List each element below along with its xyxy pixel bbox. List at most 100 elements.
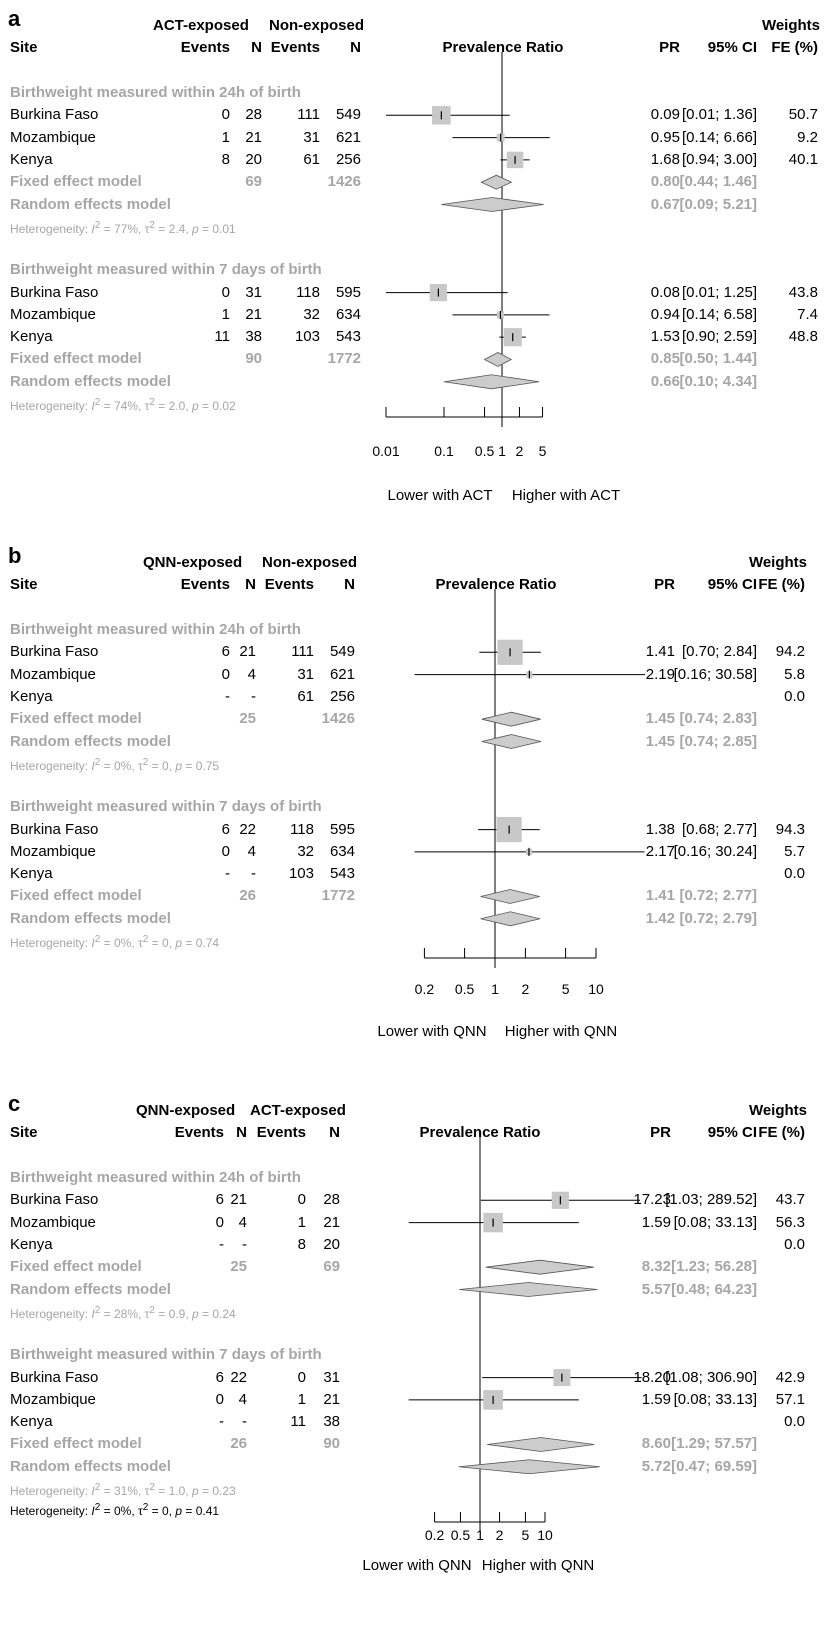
ci-header: 95% CI	[707, 1124, 757, 1141]
n2-value: 20	[323, 1235, 340, 1253]
group-header-1: ACT-exposed	[153, 17, 249, 34]
events1-value: -	[225, 687, 230, 705]
site-label: Mozambique	[10, 842, 96, 860]
heterogeneity-text: Heterogeneity: I2 = 77%, τ2 = 2.4, p = 0…	[10, 219, 236, 236]
weight-value: 57.1	[775, 1390, 805, 1408]
weight-value: 5.8	[784, 665, 805, 683]
site-label: Kenya	[10, 1413, 53, 1431]
events2-header: Events	[270, 39, 320, 56]
pr-value: 1.68	[650, 150, 680, 168]
random-ci: [0.47; 69.59]	[671, 1457, 757, 1475]
events1-header: Events	[180, 39, 230, 56]
n1-value: -	[251, 687, 256, 705]
events2-value: 31	[297, 665, 314, 683]
weight-value: 0.0	[784, 687, 805, 705]
ci-value: [0.14; 6.58]	[681, 305, 757, 323]
fixed-effect-diamond	[483, 352, 513, 367]
random-pr: 1.45	[645, 732, 675, 750]
ci-value: [0.68; 2.77]	[681, 820, 757, 838]
n2-value: 634	[335, 305, 361, 323]
fixed-n2: 90	[323, 1435, 340, 1453]
events1-value: 0	[221, 665, 230, 683]
events1-value: 1	[221, 305, 230, 323]
subgroup-title: Birthweight measured within 24h of birth	[10, 84, 301, 101]
n1-value: 28	[245, 106, 262, 124]
events2-header: Events	[256, 1124, 306, 1141]
random-effect-diamond	[458, 1459, 600, 1475]
fixed-n2: 1426	[321, 710, 355, 728]
fixed-ci: [1.29; 57.57]	[671, 1435, 757, 1453]
events2-value: 103	[288, 865, 314, 883]
x-tick-label: 0.5	[475, 443, 495, 459]
events2-value: 61	[297, 687, 314, 705]
weights-fe-header: FE (%)	[758, 1124, 805, 1141]
heterogeneity-text: Heterogeneity: I2 = 0%, τ2 = 0, p = 0.75	[10, 756, 220, 773]
fixed-model-label: Fixed effect model	[10, 1435, 142, 1453]
fixed-n2: 1426	[327, 173, 361, 191]
x-tick-label: 10	[588, 981, 604, 997]
fixed-n2: 1772	[321, 887, 355, 905]
fixed-effect-diamond	[485, 1259, 594, 1275]
n2-value: 634	[329, 842, 355, 860]
ci-value: [0.70; 2.84]	[681, 643, 757, 661]
weight-value: 94.3	[775, 820, 805, 838]
weights-header: Weights	[748, 1102, 807, 1119]
weights-fe-header: FE (%)	[771, 39, 818, 56]
fixed-effect-diamond	[487, 1437, 595, 1452]
x-tick-label: 0.1	[434, 443, 454, 459]
fixed-n2: 1772	[327, 350, 361, 368]
random-effect-diamond	[480, 911, 541, 927]
n2-header: N	[344, 576, 355, 593]
x-tick-label: 0.5	[455, 981, 475, 997]
pr-value: 18.20	[633, 1368, 671, 1386]
site-label: Mozambique	[10, 128, 96, 146]
weight-value: 94.2	[775, 643, 805, 661]
random-model-label: Random effects model	[10, 732, 171, 750]
events1-value: 0	[221, 283, 230, 301]
events1-value: -	[219, 1413, 224, 1431]
events1-value: 0	[215, 1213, 224, 1231]
pr-value: 1.59	[641, 1390, 671, 1408]
events1-value: 6	[215, 1191, 224, 1209]
random-model-label: Random effects model	[10, 1280, 171, 1298]
n1-value: 21	[239, 643, 256, 661]
fixed-n1: 25	[239, 710, 256, 728]
n1-value: 22	[239, 820, 256, 838]
events1-value: 1	[221, 128, 230, 146]
heterogeneity-text: Heterogeneity: I2 = 0%, τ2 = 0, p = 0.41	[10, 1502, 220, 1519]
site-label: Burkina Faso	[10, 1191, 99, 1209]
n1-value: 21	[245, 128, 262, 146]
events1-value: 6	[221, 820, 230, 838]
ci-value: [0.16; 30.24]	[673, 842, 757, 860]
x-tick-label: 5	[562, 981, 570, 997]
heterogeneity-text: Heterogeneity: I2 = 31%, τ2 = 1.0, p = 0…	[10, 1482, 236, 1499]
ci-value: [1.03; 289.52]	[665, 1191, 757, 1209]
fixed-pr: 0.85	[650, 350, 680, 368]
ci-value: [0.08; 33.13]	[673, 1213, 757, 1231]
pr-value: 0.94	[650, 305, 680, 323]
site-label: Kenya	[10, 865, 53, 883]
events2-value: 1	[297, 1390, 306, 1408]
pr-value: 0.08	[650, 283, 680, 301]
events1-value: 8	[221, 150, 230, 168]
fixed-ci: [0.72; 2.77]	[679, 887, 757, 905]
fixed-pr: 8.60	[641, 1435, 671, 1453]
events2-value: 32	[297, 842, 314, 860]
site-label: Burkina Faso	[10, 283, 99, 301]
fixed-n1: 69	[245, 173, 262, 191]
random-ci: [0.48; 64.23]	[671, 1280, 757, 1298]
weight-value: 43.7	[775, 1191, 805, 1209]
events2-value: 118	[290, 820, 314, 838]
weight-value: 56.3	[775, 1213, 805, 1231]
pr-header: PR	[659, 39, 680, 56]
panel-b: b QNN-exposed Non-exposed Weights Site Events…	[0, 543, 840, 1085]
subgroup-title: Birthweight measured within 7 days of bi…	[10, 1346, 322, 1364]
fixed-effect-diamond	[481, 711, 541, 727]
x-label-right: Higher with QNN	[504, 1023, 618, 1040]
fixed-ci: [1.23; 56.28]	[671, 1258, 757, 1276]
events2-value: 32	[303, 305, 320, 323]
events2-value: 1	[297, 1213, 306, 1231]
events2-header: Events	[264, 576, 314, 593]
fixed-n1: 25	[230, 1258, 247, 1276]
fixed-pr: 0.80	[650, 173, 680, 191]
